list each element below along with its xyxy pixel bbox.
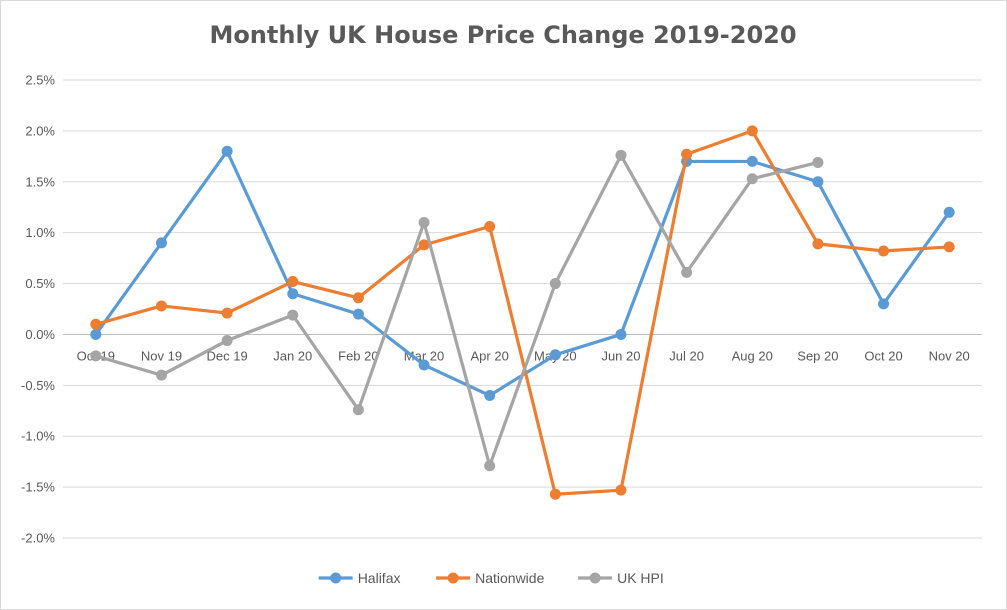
data-point-halifax xyxy=(287,288,299,300)
x-tick-label: Feb 20 xyxy=(338,348,378,363)
x-tick-label: Dec 19 xyxy=(207,348,248,363)
x-tick-label: Jan 20 xyxy=(273,348,312,363)
series-line-uk-hpi xyxy=(94,153,820,468)
data-point-uk-hpi xyxy=(746,173,758,185)
x-tick-label: Apr 20 xyxy=(471,348,509,363)
y-tick-label: -2.0% xyxy=(21,531,55,546)
data-point-nationwide xyxy=(221,307,233,319)
data-point-halifax xyxy=(812,176,824,188)
y-axis-ticks: 2.5% 2.0% 1.5% 1.0% 0.5% 0.0% -0.5% -1.0% -1.5% -… xyxy=(21,73,55,546)
data-point-nationwide xyxy=(746,125,758,137)
y-tick-label: 1.0% xyxy=(25,225,55,240)
x-tick-label: Sep 20 xyxy=(797,348,838,363)
x-tick-label: Nov 20 xyxy=(929,348,970,363)
data-point-uk-hpi xyxy=(681,266,693,278)
legend-item-uk-hpi: UK HPI xyxy=(578,570,664,586)
y-tick-label: 2.5% xyxy=(25,73,55,88)
data-point-nationwide xyxy=(943,241,955,253)
data-point-halifax xyxy=(418,359,430,371)
data-point-halifax xyxy=(155,237,167,249)
series-lines xyxy=(90,125,955,500)
gridlines xyxy=(63,79,982,539)
data-point-halifax xyxy=(615,328,627,340)
legend-label: Nationwide xyxy=(475,570,544,586)
data-point-nationwide xyxy=(549,488,561,500)
legend: Halifax Nationwide UK HPI xyxy=(318,570,664,586)
data-point-halifax xyxy=(549,349,561,361)
data-point-uk-hpi xyxy=(615,149,627,161)
x-tick-label: Jun 20 xyxy=(601,348,640,363)
data-point-halifax xyxy=(484,390,496,402)
y-tick-label: -0.5% xyxy=(21,378,55,393)
y-tick-label: 0.5% xyxy=(25,276,55,291)
x-tick-label: Aug 20 xyxy=(732,348,773,363)
legend-item-halifax: Halifax xyxy=(318,570,401,586)
data-point-halifax xyxy=(90,328,102,340)
x-tick-label: Oct 20 xyxy=(864,348,902,363)
data-point-nationwide xyxy=(615,484,627,496)
y-tick-label: -1.5% xyxy=(21,480,55,495)
data-point-uk-hpi xyxy=(90,350,102,362)
y-tick-label: 1.5% xyxy=(25,174,55,189)
data-point-nationwide xyxy=(484,221,496,233)
series-line-nationwide xyxy=(94,129,951,496)
data-point-halifax xyxy=(746,155,758,167)
data-point-halifax xyxy=(943,206,955,218)
y-tick-label: -1.0% xyxy=(21,429,55,444)
data-point-halifax xyxy=(352,308,364,320)
data-point-uk-hpi xyxy=(549,278,561,290)
data-point-uk-hpi xyxy=(287,309,299,321)
x-tick-label: Nov 19 xyxy=(141,348,182,363)
data-point-nationwide xyxy=(287,276,299,288)
legend-item-nationwide: Nationwide xyxy=(436,570,545,586)
data-point-nationwide xyxy=(418,239,430,251)
series-nationwide xyxy=(90,125,955,500)
data-point-halifax xyxy=(878,298,890,310)
data-point-nationwide xyxy=(681,148,693,160)
series-uk-hpi xyxy=(90,149,824,472)
legend-swatch-marker xyxy=(589,572,601,584)
data-point-uk-hpi xyxy=(418,216,430,228)
data-point-nationwide xyxy=(155,300,167,312)
data-point-uk-hpi xyxy=(221,335,233,347)
x-tick-label: Jul 20 xyxy=(669,348,704,363)
legend-swatch-marker xyxy=(447,572,459,584)
x-tick-label: Mar 20 xyxy=(404,348,444,363)
data-point-nationwide xyxy=(352,292,364,304)
data-point-nationwide xyxy=(812,238,824,250)
data-point-nationwide xyxy=(878,245,890,257)
data-point-nationwide xyxy=(90,318,102,330)
data-point-uk-hpi xyxy=(155,369,167,381)
chart-title: Monthly UK House Price Change 2019-2020 xyxy=(209,21,796,49)
y-tick-label: 2.0% xyxy=(25,123,55,138)
data-point-uk-hpi xyxy=(352,404,364,416)
data-point-halifax xyxy=(221,145,233,157)
data-point-uk-hpi xyxy=(812,156,824,168)
legend-label: UK HPI xyxy=(617,570,664,586)
legend-swatch-marker xyxy=(330,572,342,584)
y-tick-label: 0.0% xyxy=(25,327,55,342)
data-point-uk-hpi xyxy=(484,460,496,472)
legend-label: Halifax xyxy=(358,570,401,586)
